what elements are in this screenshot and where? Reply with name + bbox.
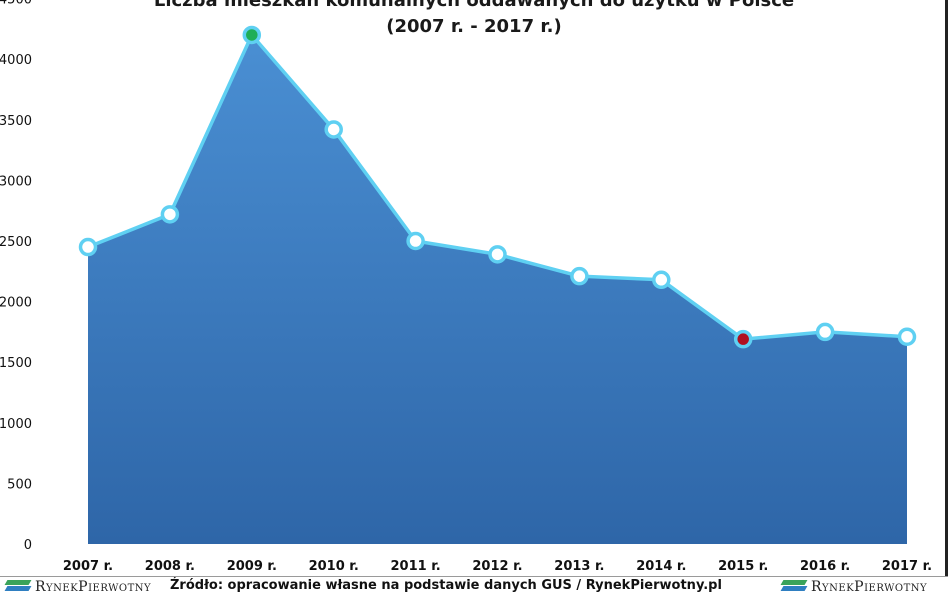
x-tick-label: 2012 r. — [472, 559, 522, 574]
data-point-min — [733, 329, 753, 349]
house-roof-icon — [4, 579, 32, 593]
house-roof-icon — [780, 579, 808, 593]
frame-edge — [945, 0, 948, 576]
x-tick-label: 2014 r. — [636, 559, 686, 574]
chart-title-line-1: Liczba mieszkań komunalnych oddawanych d… — [153, 0, 795, 11]
x-tick-label: 2011 r. — [390, 559, 440, 574]
chart-title: Liczba mieszkań komunalnych oddawanych d… — [0, 0, 948, 40]
chart-footer: RynekPierwotny Źródło: opracowanie własn… — [0, 576, 948, 594]
x-axis: 2007 r. 2008 r. 2009 r. 2010 r. 2011 r. 2012 … — [63, 559, 932, 574]
y-tick-label: 2500 — [0, 235, 32, 250]
data-point — [406, 231, 425, 251]
y-tick-label: 500 — [7, 477, 32, 492]
x-tick-label: 2013 r. — [554, 559, 604, 574]
y-tick-label: 4500 — [0, 0, 32, 8]
x-tick-label: 2016 r. — [800, 559, 850, 574]
y-tick-label: 1500 — [0, 356, 32, 371]
data-point — [324, 120, 343, 139]
data-point — [488, 245, 507, 264]
x-tick-label: 2009 r. — [227, 559, 277, 574]
series-area — [88, 34, 907, 545]
x-tick-label: 2007 r. — [63, 559, 113, 574]
data-point — [815, 322, 835, 342]
y-tick-label: 0 — [24, 538, 32, 553]
brand-logo-left-text: RynekPierwotny — [35, 579, 152, 594]
x-tick-label: 2015 r. — [718, 559, 768, 574]
x-tick-label: 2008 r. — [145, 559, 195, 574]
y-tick-label: 1000 — [0, 417, 32, 432]
data-point — [652, 270, 671, 290]
y-axis: 0 500 1000 1500 2000 2500 3000 3500 4000 4500 — [0, 0, 32, 553]
x-tick-label: 2017 r. — [882, 559, 932, 574]
chart-title-line-2: (2007 r. - 2017 r.) — [386, 16, 562, 37]
y-tick-label: 4000 — [0, 53, 32, 68]
y-tick-label: 3000 — [0, 174, 32, 189]
y-tick-label: 2000 — [0, 296, 32, 311]
data-point — [570, 266, 589, 286]
source-note: Źródło: opracowanie własne na podstawie … — [170, 578, 722, 593]
data-point — [160, 205, 180, 224]
x-tick-label: 2010 r. — [309, 559, 359, 574]
data-point — [897, 327, 917, 346]
brand-logo-left: RynekPierwotny — [4, 579, 151, 594]
brand-logo-right: RynekPierwotny — [780, 579, 927, 594]
y-tick-label: 3500 — [0, 114, 32, 129]
brand-logo-right-text: RynekPierwotny — [811, 579, 928, 594]
data-point-max — [242, 25, 262, 45]
data-point — [78, 237, 98, 257]
area-chart: 0 500 1000 1500 2000 2500 3000 3500 4000 4500 200… — [0, 0, 932, 574]
plot-area — [78, 25, 917, 545]
